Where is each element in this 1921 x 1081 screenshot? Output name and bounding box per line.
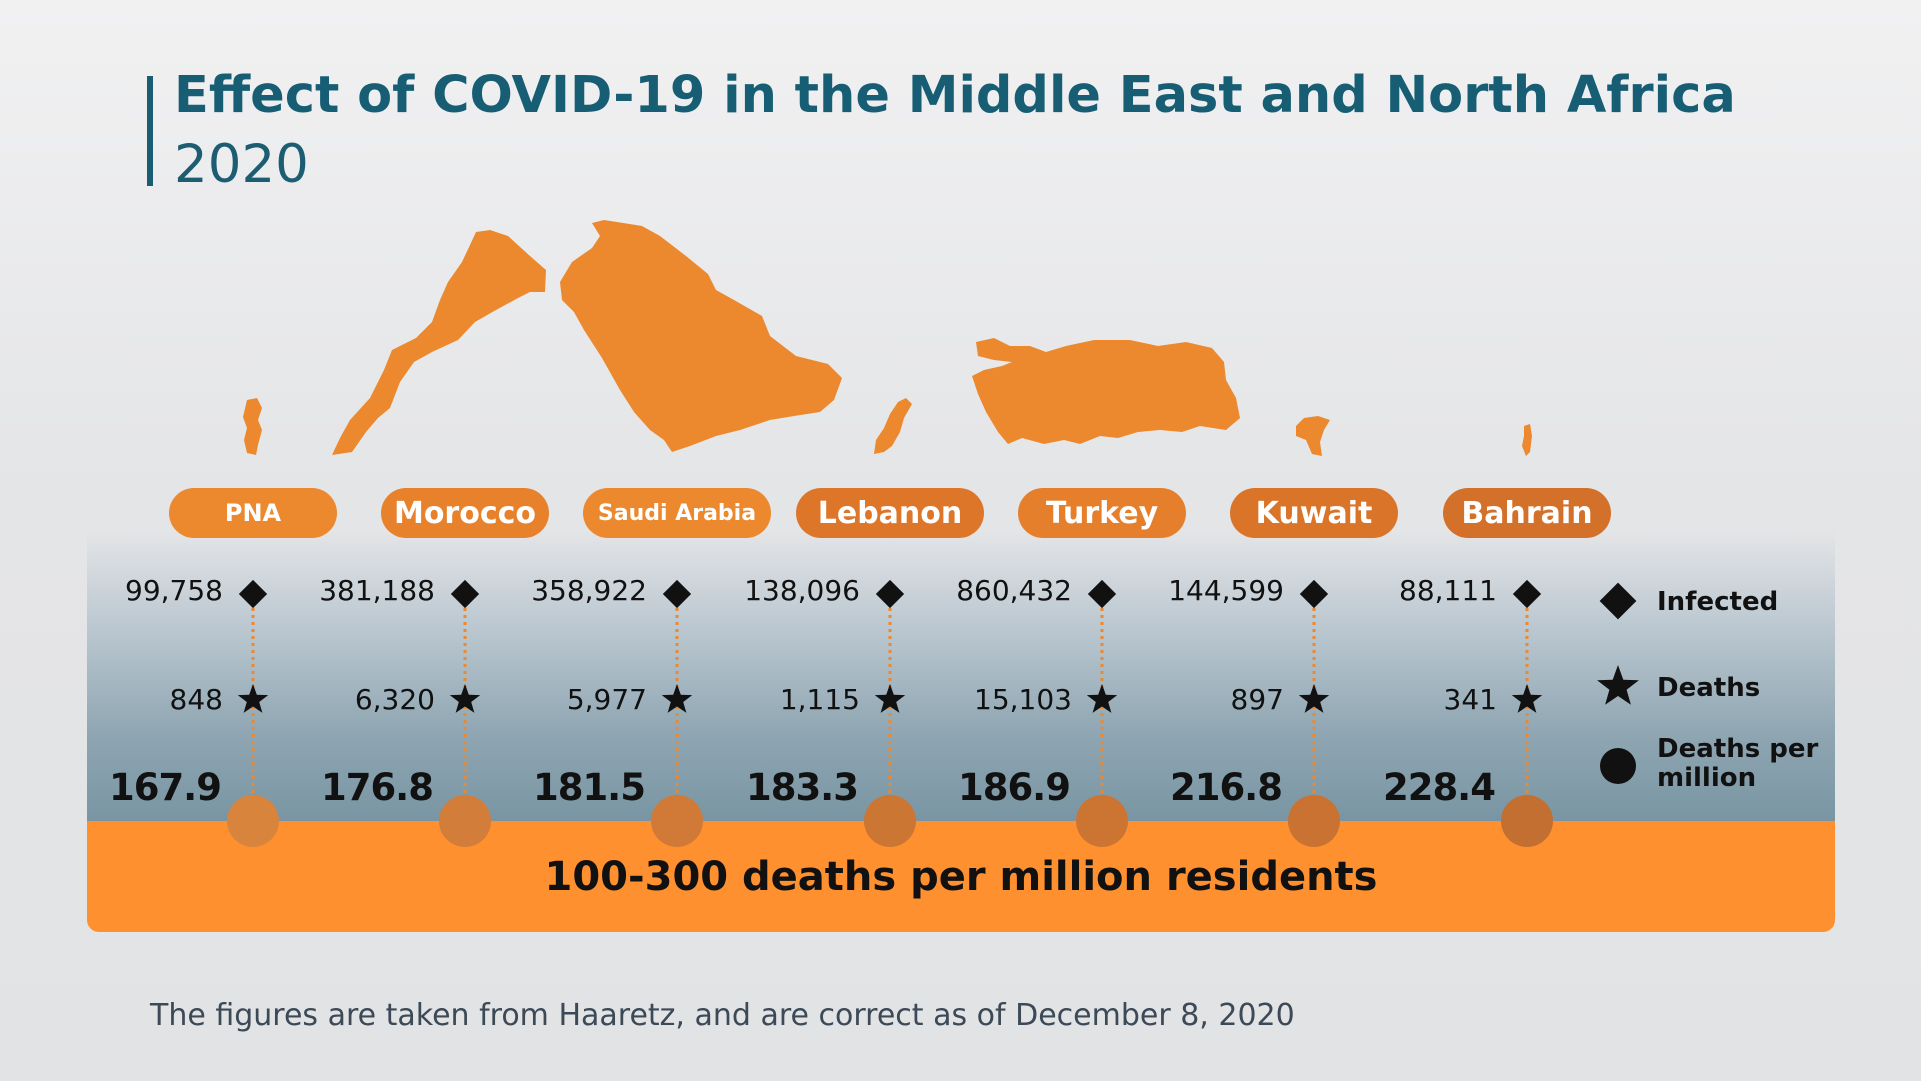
deaths-value: 15,103 bbox=[974, 683, 1072, 716]
deaths-per-million-marker bbox=[864, 795, 916, 847]
deaths-value: 5,977 bbox=[566, 683, 647, 716]
deaths-per-million-marker bbox=[1501, 795, 1553, 847]
country-pill: Morocco bbox=[381, 488, 549, 538]
infected-value: 144,599 bbox=[1168, 574, 1284, 607]
deaths-per-million-value: 183.3 bbox=[745, 766, 859, 809]
legend-deaths-label: Deaths bbox=[1657, 673, 1761, 703]
kuwait-map bbox=[1296, 416, 1330, 456]
infected-marker bbox=[238, 579, 268, 609]
deaths-per-million-value: 186.9 bbox=[957, 766, 1071, 809]
bahrain-map bbox=[1522, 424, 1532, 456]
deaths-per-million-marker bbox=[439, 795, 491, 847]
deaths-value: 341 bbox=[1443, 683, 1497, 716]
legend-infected-marker bbox=[1599, 582, 1637, 620]
deaths-marker bbox=[1298, 684, 1330, 713]
title-accent-bar bbox=[147, 76, 153, 186]
country-pill: Lebanon bbox=[796, 488, 984, 538]
range-label: 100-300 deaths per million residents bbox=[544, 853, 1378, 900]
deaths-per-million-marker bbox=[1288, 795, 1340, 847]
deaths-marker bbox=[1086, 684, 1118, 713]
infected-value: 138,096 bbox=[744, 574, 860, 607]
legend-dpm-marker bbox=[1600, 748, 1636, 784]
deaths-value: 848 bbox=[169, 683, 223, 716]
deaths-per-million-value: 176.8 bbox=[320, 766, 434, 809]
deaths-per-million-marker bbox=[227, 795, 279, 847]
infected-marker bbox=[662, 579, 692, 609]
deaths-per-million-value: 228.4 bbox=[1382, 766, 1496, 809]
infected-marker bbox=[450, 579, 480, 609]
infected-value: 381,188 bbox=[319, 574, 435, 607]
deaths-per-million-marker bbox=[1076, 795, 1128, 847]
chart-title: Effect of COVID-19 in the Middle East an… bbox=[174, 66, 1736, 125]
country-pill: Turkey bbox=[1018, 488, 1186, 538]
deaths-marker bbox=[874, 684, 906, 713]
legend-infected-label: Infected bbox=[1657, 587, 1779, 617]
deaths-marker bbox=[449, 684, 481, 713]
legend-dpm-label: Deaths per million bbox=[1657, 734, 1819, 793]
deaths-per-million-value: 216.8 bbox=[1169, 766, 1283, 809]
infected-marker bbox=[1087, 579, 1117, 609]
country-pill: Saudi Arabia bbox=[583, 488, 771, 538]
deaths-value: 6,320 bbox=[354, 683, 435, 716]
deaths-value: 897 bbox=[1230, 683, 1284, 716]
turkey-map bbox=[972, 338, 1240, 444]
country-pill: PNA bbox=[169, 488, 337, 538]
pna-map bbox=[243, 398, 262, 455]
deaths-marker bbox=[661, 684, 693, 713]
infected-value: 99,758 bbox=[125, 574, 223, 607]
country-pill: Bahrain bbox=[1443, 488, 1611, 538]
deaths-per-million-marker bbox=[651, 795, 703, 847]
infected-value: 358,922 bbox=[531, 574, 647, 607]
chart-subtitle: 2020 bbox=[174, 134, 309, 195]
deaths-per-million-value: 167.9 bbox=[108, 766, 222, 809]
deaths-marker bbox=[237, 684, 269, 713]
deaths-per-million-value: 181.5 bbox=[532, 766, 646, 809]
source-footnote: The figures are taken from Haaretz, and … bbox=[150, 998, 1295, 1033]
legend-deaths-marker bbox=[1597, 665, 1639, 705]
infected-value: 88,111 bbox=[1399, 574, 1497, 607]
country-pill: Kuwait bbox=[1230, 488, 1398, 538]
infected-value: 860,432 bbox=[956, 574, 1072, 607]
deaths-value: 1,115 bbox=[779, 683, 860, 716]
infected-marker bbox=[1512, 579, 1542, 609]
saudi-map bbox=[560, 220, 842, 452]
infected-marker bbox=[1299, 579, 1329, 609]
infected-marker bbox=[875, 579, 905, 609]
range-bar: 100-300 deaths per million residents bbox=[87, 821, 1835, 932]
deaths-marker bbox=[1511, 684, 1543, 713]
morocco-map bbox=[332, 230, 546, 455]
lebanon-map bbox=[874, 398, 912, 454]
data-band-background bbox=[87, 531, 1835, 821]
